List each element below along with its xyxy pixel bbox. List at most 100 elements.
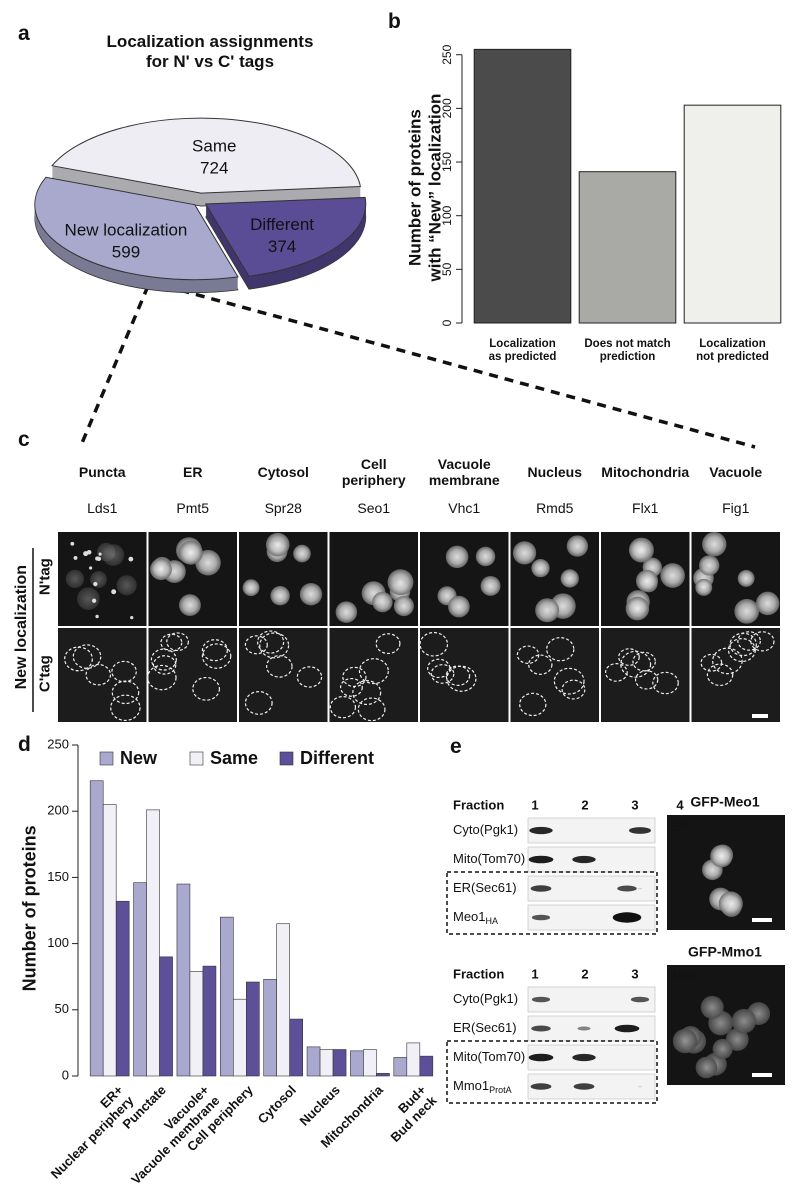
blot-band [612,912,642,923]
micrograph-bg [601,628,690,722]
cell [445,545,469,569]
blot-band [531,1025,551,1032]
blot-row-label: Cyto(Pgk1) [453,822,518,837]
cell-outline [352,680,382,706]
image-label: Mito [672,969,695,983]
panel-label: a [18,22,30,45]
cell [178,540,203,565]
bar [159,956,173,1077]
fraction-number: 1 [531,797,538,812]
blot-band [528,1053,554,1062]
cell [393,595,414,617]
cell-outline [519,692,547,717]
scale-bar [752,1073,772,1077]
cell-outline [339,677,363,697]
slice-label: Same [192,137,236,156]
fraction-number: 3 [631,966,638,981]
micrograph-bg [58,628,147,722]
cell [480,575,501,596]
bar [246,981,260,1077]
bar [202,965,217,1077]
dashed-box [446,871,658,935]
fraction-label: Fraction [453,966,504,981]
blot-band [529,826,553,835]
blot-band [628,827,652,834]
y-tick-label: 50 [440,262,454,276]
blot-band [638,887,642,890]
bar [102,804,117,1077]
blot-band [572,855,596,864]
blot-band [577,1026,591,1031]
cell [102,544,125,566]
cell [535,598,560,623]
cell [387,569,414,596]
pie-slice [204,196,367,277]
micrograph-bg [420,628,509,722]
slice-value: 374 [268,237,296,256]
panel-label: d [18,733,31,756]
micrograph [147,628,237,722]
panel-label: b [388,10,401,33]
y-tick-label: 150 [47,869,69,884]
cell [293,544,311,563]
micrograph [148,532,237,626]
bar [578,171,677,324]
protein-name: Seo1 [357,500,391,516]
cell [372,591,393,613]
protein-name: ER(Sec61) [453,1020,517,1035]
blot-band [531,914,551,921]
cell-outline [329,695,357,719]
bar [146,809,160,1077]
protein-name: Lds1 [87,500,118,516]
protein-name: Rmd5 [536,500,574,516]
image-title: GFP-Mmo1 [688,944,762,960]
bar [306,1046,321,1077]
column-header: Cell periphery [341,455,406,488]
micrograph [691,531,780,626]
micrograph [239,532,328,626]
cell [755,591,780,616]
cell-outline [706,663,734,687]
cell-outline [652,671,679,695]
cell-outline [201,643,232,669]
x-tick-label: Localization as predicted [488,338,557,364]
cell-outline [445,665,471,686]
cell-outline [357,697,386,722]
bar [176,883,191,1077]
panel-label: c [18,428,30,451]
cell [150,558,172,581]
micrograph-bg [148,628,237,722]
cell [712,1038,733,1060]
micrograph [601,532,690,626]
protein-name: Spr28 [264,500,302,516]
y-tick-label: 100 [440,205,454,225]
micrograph [239,628,328,722]
blot-row-label: Mito(Tom70) [453,851,525,866]
panel-label: e [450,735,462,758]
micrograph [510,628,599,722]
micrograph [329,628,418,722]
cell-outline [427,658,451,679]
cell-outline [342,666,367,688]
scale-bar [752,918,772,922]
cell [702,531,727,557]
cell [635,569,659,592]
legend-label: Same [210,748,258,768]
cell-outline [110,694,141,722]
cell [566,535,589,557]
cell-outline [266,655,293,678]
bar [289,1018,303,1077]
cell [299,582,323,606]
cell-outline [244,691,273,715]
protein-name: Fig1 [722,500,750,516]
blot-band [617,885,637,892]
bar [115,900,130,1077]
y-tick-label: 250 [47,736,69,751]
cell [116,575,137,596]
bar [350,1050,364,1077]
blot-band [614,1024,640,1033]
blot-row-label: Mito(Tom70) [453,1049,525,1064]
y-tick-label: 200 [440,98,454,118]
